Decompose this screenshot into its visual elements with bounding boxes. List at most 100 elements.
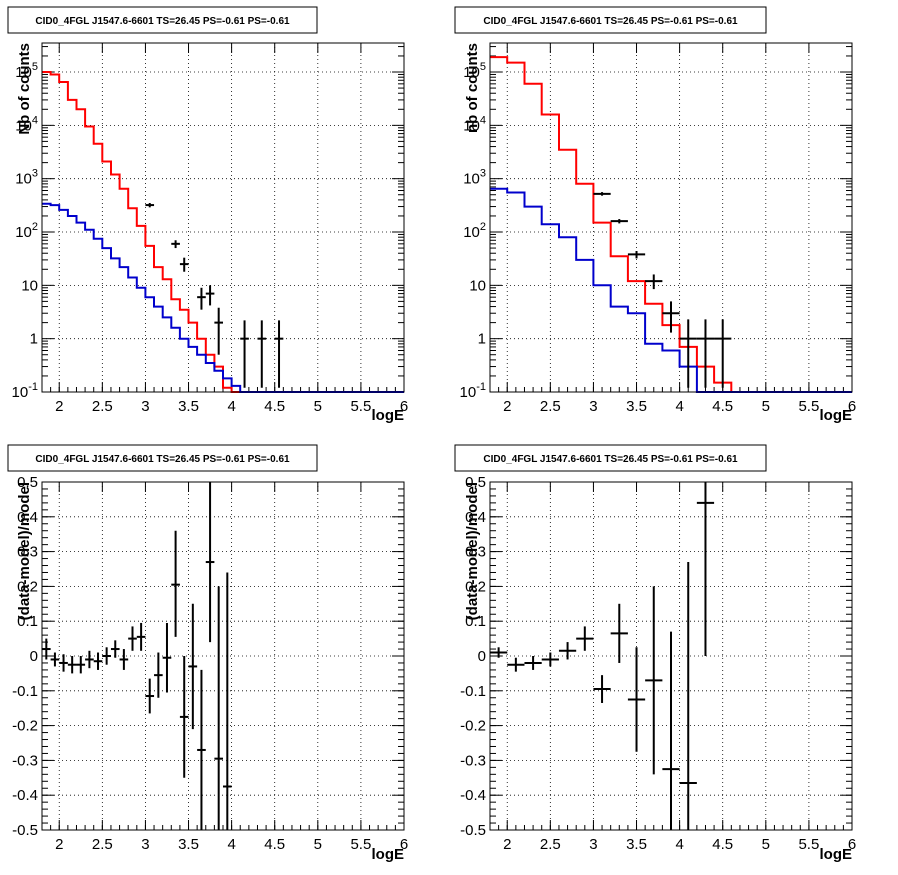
y-tick-label: -0.5	[12, 822, 38, 839]
x-tick-label: 2	[503, 836, 511, 853]
data-point	[558, 642, 577, 660]
y-tick-label: 0.4	[17, 509, 38, 526]
x-axis-label: logE	[820, 846, 853, 863]
data-point	[50, 652, 60, 667]
data-point	[154, 652, 163, 698]
x-tick-label: 6	[400, 836, 408, 853]
x-axis-label: logE	[372, 407, 405, 424]
data-point	[696, 319, 715, 388]
data-point	[645, 586, 663, 775]
data-point	[102, 647, 111, 665]
x-tick-label: 6	[848, 836, 856, 853]
y-tick-label: 0.2	[17, 578, 38, 595]
chart-title: CID0_4FGL J1547.6-6601 TS=26.45 PS=-0.61…	[483, 16, 738, 27]
x-tick-label: 3	[141, 836, 149, 853]
y-tick-label: 0.2	[465, 578, 486, 595]
data-point	[119, 649, 129, 670]
data-point	[240, 320, 249, 388]
data-point	[179, 656, 189, 778]
y-tick-label: -0.3	[12, 752, 38, 769]
data-point	[645, 274, 663, 290]
data-point	[162, 622, 172, 693]
x-tick-label: 3	[589, 836, 597, 853]
data-point	[662, 301, 680, 333]
grid-lines	[490, 43, 852, 392]
x-tick-label: 4.5	[712, 398, 733, 415]
y-tick-label: 0.5	[465, 474, 486, 491]
y-tick-label: -0.1	[460, 683, 486, 700]
data-point	[696, 482, 715, 656]
y-tick-label: 104	[15, 114, 38, 134]
data-point	[593, 675, 611, 703]
y-tick-label: -0.1	[12, 683, 38, 700]
data-point	[214, 586, 223, 830]
chart-title-box	[454, 6, 767, 34]
y-tick-label: 0.4	[465, 509, 486, 526]
y-axis-label: (data-model)/model	[464, 482, 481, 620]
x-axis-label: logE	[820, 407, 853, 424]
chart-panel-3: 2 2.5 3 3.5 4 4.5 5 5.5 6 -0.5 -0.4 -0.3 -0.2 -0.1 0 0.…	[7, 444, 408, 863]
data-point	[197, 287, 206, 310]
x-tick-label: 5.5	[350, 836, 371, 853]
chart-panel-4: 2 2.5 3 3.5 4 4.5 5 5.5 6 -0.5 -0.4 -0.3 -0.2 -0.1 0 0.…	[454, 444, 856, 863]
data-point	[145, 678, 155, 714]
x-tick-label: 4.5	[264, 836, 285, 853]
y-tick-label: 104	[463, 114, 486, 134]
chart-title: CID0_4FGL J1547.6-6601 TS=26.45 PS=-0.61…	[483, 454, 738, 465]
data-point	[679, 319, 697, 388]
x-tick-label: 4.5	[712, 836, 733, 853]
x-tick-label: 4	[227, 398, 235, 415]
data-point	[257, 320, 267, 388]
y-tick-label: 0	[478, 648, 486, 665]
plot-frame-border	[489, 481, 853, 831]
y-tick-label: 10-1	[460, 381, 486, 401]
y-tick-label: 1	[478, 331, 486, 348]
data-point	[627, 251, 646, 259]
data-point	[610, 219, 628, 224]
data-point	[507, 657, 525, 672]
x-tick-label: 4.5	[264, 398, 285, 415]
x-tick-label: 5	[762, 836, 770, 853]
y-tick-label: -0.2	[12, 718, 38, 735]
chart-panel-1: 2 2.5 3 3.5 4 4.5 5 5.5 6 10-1 1 10 102 103 104 105 CID0…	[7, 6, 408, 424]
data-point	[59, 654, 68, 672]
y-axis-label: (data-model)/model	[16, 482, 33, 620]
y-tick-label: 0.5	[17, 474, 38, 491]
data-point	[67, 656, 77, 674]
y-tick-label: -0.5	[460, 822, 486, 839]
x-tick-label: 5.5	[350, 398, 371, 415]
y-tick-label: 0.1	[465, 613, 486, 630]
y-tick-label: 102	[463, 221, 486, 241]
x-tick-label: 4	[227, 836, 235, 853]
y-tick-label: -0.3	[460, 752, 486, 769]
data-point	[93, 652, 103, 670]
y-tick-label: 0.3	[465, 544, 486, 561]
x-tick-label: 3.5	[178, 398, 199, 415]
chart-title-box	[7, 444, 318, 472]
plot-frame	[489, 42, 853, 393]
x-tick-label: 5	[314, 836, 322, 853]
y-axis-label: nb of counts	[464, 43, 481, 133]
plot-frame	[41, 42, 405, 393]
x-tick-label: 4	[675, 836, 683, 853]
y-tick-label: 0.3	[17, 544, 38, 561]
data-point	[197, 669, 206, 830]
x-tick-label: 2.5	[92, 836, 113, 853]
data-point	[42, 638, 51, 660]
chart-title: CID0_4FGL J1547.6-6601 TS=26.45 PS=-0.61…	[35, 16, 290, 27]
y-axis-label: Nb of counts	[16, 43, 33, 135]
x-tick-label: 5.5	[798, 836, 819, 853]
x-tick-label: 2.5	[540, 398, 561, 415]
x-tick-label: 5	[762, 398, 770, 415]
x-tick-label: 5	[314, 398, 322, 415]
data-point	[179, 257, 189, 272]
x-tick-label: 6	[400, 398, 408, 415]
plot-frame-border	[489, 42, 853, 393]
data-point	[205, 482, 215, 643]
x-tick-label: 3.5	[626, 398, 647, 415]
data-point	[85, 650, 94, 669]
chart-title-box	[7, 6, 318, 34]
plot-frame-border	[41, 481, 405, 831]
data-point	[128, 626, 137, 651]
